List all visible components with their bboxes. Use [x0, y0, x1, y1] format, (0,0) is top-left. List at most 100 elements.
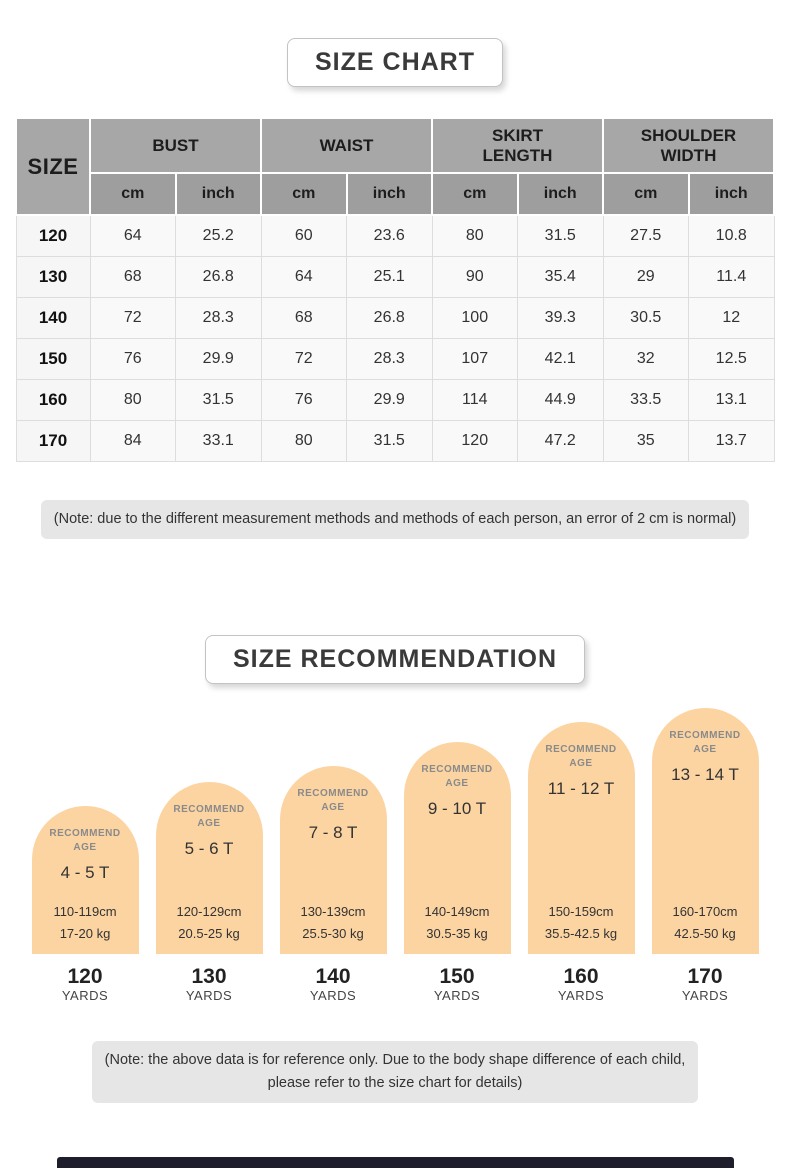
- size-unit: YARDS: [185, 987, 233, 1003]
- height-range: 120-129cm: [176, 903, 242, 919]
- arch-140: RECOMMEND AGE 7 - 8 T 130-139cm 25.5-30 …: [279, 765, 387, 954]
- table-cell: 12.5: [688, 337, 775, 380]
- reference-note-row: (Note: the above data is for reference o…: [0, 1040, 790, 1104]
- badge-line2: AGE: [197, 817, 221, 829]
- size-unit: YARDS: [61, 987, 109, 1003]
- recommendation-column-140: RECOMMEND AGE 7 - 8 T 130-139cm 25.5-30 …: [279, 765, 387, 1003]
- table-header-unit-row: cm inch cm inch cm inch cm inch: [16, 172, 775, 216]
- recommend-age-badge: RECOMMEND AGE: [421, 763, 492, 791]
- recommend-age-badge: RECOMMEND AGE: [669, 729, 740, 757]
- table-cell: 72: [89, 296, 176, 339]
- reference-note-line1: (Note: the above data is for reference o…: [104, 1051, 686, 1068]
- size-number: 150: [439, 964, 475, 988]
- table-cell: 42.1: [517, 337, 604, 380]
- table-cell: 28.3: [346, 337, 433, 380]
- table-cell: 33.1: [175, 419, 262, 462]
- size-table-container: SIZE BUST WAIST SKIRT LENGTH SHOULDER WI…: [15, 117, 775, 462]
- table-cell: 31.5: [517, 214, 604, 257]
- table-cell: 64: [89, 214, 176, 257]
- measurement-note-row: (Note: due to the different measurement …: [0, 499, 790, 539]
- col-group-skirt-length: SKIRT LENGTH: [431, 117, 604, 174]
- col-group-skirt-length-label: SKIRT LENGTH: [482, 125, 553, 165]
- table-cell: 90: [431, 255, 518, 298]
- badge-line1: RECOMMEND: [49, 827, 121, 839]
- arch-160: RECOMMEND AGE 11 - 12 T 150-159cm 35.5-4…: [527, 721, 635, 954]
- table-cell: 13.7: [688, 419, 775, 462]
- table-cell: 76: [260, 378, 347, 421]
- badge-line1: RECOMMEND: [421, 763, 493, 775]
- height-range: 150-159cm: [548, 903, 614, 919]
- col-group-bust-label: BUST: [152, 135, 199, 155]
- table-cell: 25.1: [346, 255, 433, 298]
- size-unit: YARDS: [433, 987, 481, 1003]
- row-size: 150: [15, 337, 91, 380]
- measurement-note: (Note: due to the different measurement …: [40, 499, 750, 539]
- size-recommendation-title-row: SIZE RECOMMENDATION: [0, 634, 790, 684]
- table-cell: 100: [431, 296, 518, 339]
- row-size: 170: [15, 419, 91, 462]
- table-cell: 10.8: [688, 214, 775, 257]
- weight-range: 17-20 kg: [59, 925, 111, 941]
- badge-line1: RECOMMEND: [545, 743, 617, 755]
- recommendation-column-120: RECOMMEND AGE 4 - 5 T 110-119cm 17-20 kg…: [31, 805, 139, 1003]
- table-cell: 120: [431, 419, 518, 462]
- table-row: 170 84 33.1 80 31.5 120 47.2 35 13.7: [15, 419, 775, 462]
- table-row: 160 80 31.5 76 29.9 114 44.9 33.5 13.1: [15, 378, 775, 421]
- unit-header: inch: [174, 172, 262, 216]
- size-number: 130: [191, 964, 227, 988]
- table-cell: 44.9: [517, 378, 604, 421]
- recommendation-column-130: RECOMMEND AGE 5 - 6 T 120-129cm 20.5-25 …: [155, 781, 263, 1003]
- table-cell: 27.5: [602, 214, 689, 257]
- age-range: 7 - 8 T: [308, 822, 358, 842]
- unit-header: inch: [687, 172, 775, 216]
- table-row: 140 72 28.3 68 26.8 100 39.3 30.5 12: [15, 296, 775, 339]
- weight-range: 25.5-30 kg: [302, 925, 364, 941]
- table-row: 130 68 26.8 64 25.1 90 35.4 29 11.4: [15, 255, 775, 298]
- recommend-age-badge: RECOMMEND AGE: [49, 827, 120, 855]
- table-cell: 26.8: [175, 255, 262, 298]
- row-size: 140: [15, 296, 91, 339]
- table-cell: 80: [260, 419, 347, 462]
- height-range: 110-119cm: [53, 903, 117, 919]
- badge-line1: RECOMMEND: [297, 787, 369, 799]
- reference-note: (Note: the above data is for reference o…: [91, 1040, 699, 1104]
- badge-line2: AGE: [569, 757, 593, 769]
- table-cell: 12: [688, 296, 775, 339]
- size-unit: YARDS: [557, 987, 605, 1003]
- recommendation-column-170: RECOMMEND AGE 13 - 14 T 160-170cm 42.5-5…: [651, 707, 759, 1003]
- size-number: 120: [67, 964, 103, 988]
- unit-header: inch: [345, 172, 433, 216]
- badge-line1: RECOMMEND: [173, 803, 245, 815]
- size-number: 140: [315, 964, 351, 988]
- size-table: SIZE BUST WAIST SKIRT LENGTH SHOULDER WI…: [15, 117, 775, 462]
- table-cell: 76: [89, 337, 176, 380]
- weight-range: 35.5-42.5 kg: [544, 925, 618, 941]
- table-cell: 29.9: [346, 378, 433, 421]
- table-cell: 68: [89, 255, 176, 298]
- table-cell: 30.5: [602, 296, 689, 339]
- table-cell: 28.3: [175, 296, 262, 339]
- age-range: 5 - 6 T: [184, 838, 234, 858]
- size-unit: YARDS: [309, 987, 357, 1003]
- table-header-group-row: SIZE BUST WAIST SKIRT LENGTH SHOULDER WI…: [15, 117, 775, 216]
- age-range: 4 - 5 T: [60, 862, 110, 882]
- badge-line2: AGE: [73, 841, 97, 853]
- recommendation-column-160: RECOMMEND AGE 11 - 12 T 150-159cm 35.5-4…: [527, 721, 635, 1003]
- table-cell: 35.4: [517, 255, 604, 298]
- col-group-bust: BUST: [89, 117, 262, 174]
- table-cell: 23.6: [346, 214, 433, 257]
- arch-120: RECOMMEND AGE 4 - 5 T 110-119cm 17-20 kg: [31, 805, 139, 954]
- size-chart-title: SIZE CHART: [287, 38, 503, 87]
- table-corner-size: SIZE: [15, 117, 91, 216]
- size-recommendation-title: SIZE RECOMMENDATION: [204, 634, 586, 684]
- table-cell: 31.5: [175, 378, 262, 421]
- table-cell: 68: [260, 296, 347, 339]
- table-cell: 60: [260, 214, 347, 257]
- table-cell: 26.8: [346, 296, 433, 339]
- table-row: 150 76 29.9 72 28.3 107 42.1 32 12.5: [15, 337, 775, 380]
- age-range: 13 - 14 T: [671, 764, 739, 784]
- unit-header: inch: [516, 172, 604, 216]
- table-cell: 13.1: [688, 378, 775, 421]
- badge-line2: AGE: [693, 743, 717, 755]
- recommend-age-badge: RECOMMEND AGE: [297, 787, 368, 815]
